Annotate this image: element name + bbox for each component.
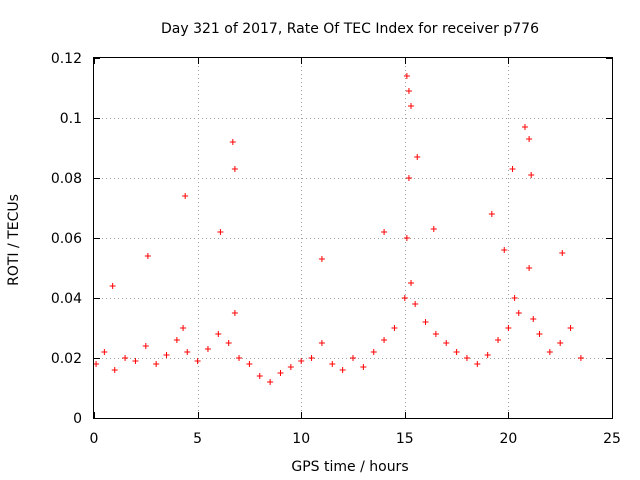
data-point [408, 103, 415, 109]
data-point [557, 340, 564, 346]
data-point [403, 235, 410, 241]
data-point [101, 349, 108, 355]
x-tick-label: 15 [396, 431, 414, 447]
y-tick-label: 0.06 [51, 231, 82, 247]
data-point [430, 226, 437, 232]
data-point [391, 325, 398, 331]
data-point [142, 343, 149, 349]
data-point [329, 361, 336, 367]
data-point [360, 364, 367, 370]
x-tick-labels: 0 5 10 15 20 25 [90, 431, 621, 447]
data-point [414, 154, 421, 160]
data-point [453, 349, 460, 355]
x-tick-label: 5 [193, 431, 202, 447]
data-point [267, 379, 274, 385]
data-point [401, 295, 408, 301]
data-point [381, 337, 388, 343]
data-point [184, 349, 191, 355]
data-point [318, 340, 325, 346]
data-point [217, 229, 224, 235]
data-points [93, 73, 584, 385]
data-point [122, 355, 129, 361]
y-tick-label: 0.08 [51, 171, 82, 187]
data-point [526, 265, 533, 271]
data-point [559, 250, 566, 256]
data-point [567, 325, 574, 331]
data-point [225, 340, 232, 346]
data-point [405, 88, 412, 94]
data-point [495, 337, 502, 343]
data-point [231, 166, 238, 172]
data-point [484, 352, 491, 358]
grid [94, 58, 612, 418]
data-point [577, 355, 584, 361]
axis-ticks [94, 58, 613, 419]
x-tick-label: 0 [90, 431, 99, 447]
data-point [182, 193, 189, 199]
data-point [530, 316, 537, 322]
data-point [318, 256, 325, 262]
data-point [339, 367, 346, 373]
data-point [194, 358, 201, 364]
data-point [229, 139, 236, 145]
data-point [144, 253, 151, 259]
x-tick-label: 25 [603, 431, 621, 447]
data-point [204, 346, 211, 352]
data-point [381, 229, 388, 235]
data-point [236, 355, 243, 361]
data-point [277, 370, 284, 376]
data-point [474, 361, 481, 367]
data-point [298, 358, 305, 364]
y-tick-label: 0.12 [51, 51, 82, 67]
data-point [515, 310, 522, 316]
data-point [536, 331, 543, 337]
data-point [308, 355, 315, 361]
chart-title: Day 321 of 2017, Rate Of TEC Index for r… [161, 21, 539, 37]
y-tick-label: 0.04 [51, 291, 82, 307]
x-tick-label: 20 [499, 431, 517, 447]
data-point [93, 361, 100, 367]
data-point [511, 295, 518, 301]
y-tick-labels: 0 0.02 0.04 0.06 0.08 0.1 0.12 [51, 51, 82, 427]
data-point [111, 367, 118, 373]
data-point [546, 349, 553, 355]
data-point [350, 355, 356, 361]
data-point [180, 325, 187, 331]
data-point [370, 349, 377, 355]
data-point [231, 310, 238, 316]
data-point [403, 73, 410, 79]
y-axis-label: ROTI / TECUs [6, 194, 22, 286]
data-point [287, 364, 294, 370]
data-point [443, 340, 450, 346]
x-axis-label: GPS time / hours [291, 459, 408, 475]
data-point [246, 361, 253, 367]
data-point [488, 211, 495, 217]
data-point [132, 358, 139, 364]
y-tick-label: 0 [73, 411, 82, 427]
plot-frame [93, 57, 613, 419]
data-point [408, 280, 415, 286]
data-point [463, 355, 470, 361]
data-point [422, 319, 429, 325]
data-point [173, 337, 180, 343]
data-point [505, 325, 512, 331]
data-point [109, 283, 116, 289]
data-point [215, 331, 222, 337]
data-point [509, 166, 516, 172]
x-tick-label: 10 [292, 431, 310, 447]
y-tick-label: 0.1 [60, 111, 82, 127]
data-point [163, 352, 170, 358]
data-point [528, 172, 535, 178]
data-point [521, 124, 528, 130]
data-point [412, 301, 419, 307]
data-point [526, 136, 533, 142]
data-point [432, 331, 439, 337]
y-tick-label: 0.02 [51, 351, 82, 367]
data-point [405, 175, 412, 181]
data-point [153, 361, 160, 367]
data-point [501, 247, 508, 253]
data-point [256, 373, 263, 379]
